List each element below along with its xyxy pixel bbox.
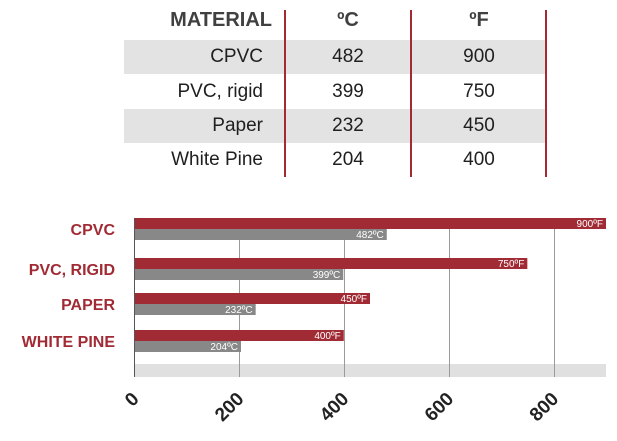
tick-label: 400 — [316, 389, 353, 426]
category-label: PAPER — [61, 297, 115, 314]
column-divider — [284, 10, 286, 177]
cell-material: Paper — [212, 115, 263, 136]
bar — [134, 229, 387, 240]
tick-label: 800 — [526, 389, 563, 426]
cell-celsius: 232 — [332, 115, 364, 136]
bar — [134, 258, 528, 269]
cell-material: White Pine — [171, 149, 263, 170]
bar — [134, 269, 344, 280]
table-header: MATERIAL ºC ºF — [124, 0, 547, 40]
header-material: MATERIAL — [170, 8, 272, 31]
data-label: 204ºC — [210, 342, 238, 353]
cell-celsius: 482 — [332, 46, 364, 67]
cell-material: PVC, rigid — [177, 81, 263, 102]
bar — [134, 293, 370, 304]
header-celsius: ºC — [337, 8, 359, 31]
table-row: White Pine 204 400 — [124, 143, 547, 177]
data-label: 900ºF — [577, 219, 603, 230]
cell-celsius: 204 — [332, 149, 364, 170]
cell-fahrenheit: 750 — [463, 81, 495, 102]
data-label: 400ºF — [314, 331, 340, 342]
table-row: CPVC 482 900 — [124, 40, 547, 74]
table-row: PVC, rigid 399 750 — [124, 75, 547, 109]
bar — [134, 218, 606, 229]
cell-fahrenheit: 400 — [463, 149, 495, 170]
table-row: Paper 232 450 — [124, 109, 547, 143]
tick-label: 0 — [121, 389, 143, 411]
category-label: WHITE PINE — [22, 334, 116, 351]
tick-label: 600 — [421, 389, 458, 426]
data-label: 399ºC — [313, 270, 341, 281]
data-label: 482ºC — [356, 230, 384, 241]
bar — [134, 330, 344, 341]
category-label: CPVC — [71, 222, 116, 239]
tick-label: 200 — [211, 389, 248, 426]
column-divider — [545, 10, 547, 177]
axis-band — [134, 364, 606, 377]
data-label: 750ºF — [498, 259, 524, 270]
bar — [134, 341, 241, 352]
temperature-table: MATERIAL ºC ºF CPVC 482 900 PVC, rigid 3… — [124, 0, 547, 177]
cell-celsius: 399 — [332, 81, 364, 102]
column-divider — [410, 10, 412, 177]
bar — [134, 304, 256, 315]
data-label: 450ºF — [341, 294, 367, 305]
cell-fahrenheit: 900 — [463, 46, 495, 67]
category-label: PVC, RIGID — [29, 262, 115, 279]
cell-material: CPVC — [210, 46, 263, 67]
cell-fahrenheit: 450 — [463, 115, 495, 136]
header-fahrenheit: ºF — [469, 8, 489, 31]
data-label: 232ºC — [225, 305, 253, 316]
